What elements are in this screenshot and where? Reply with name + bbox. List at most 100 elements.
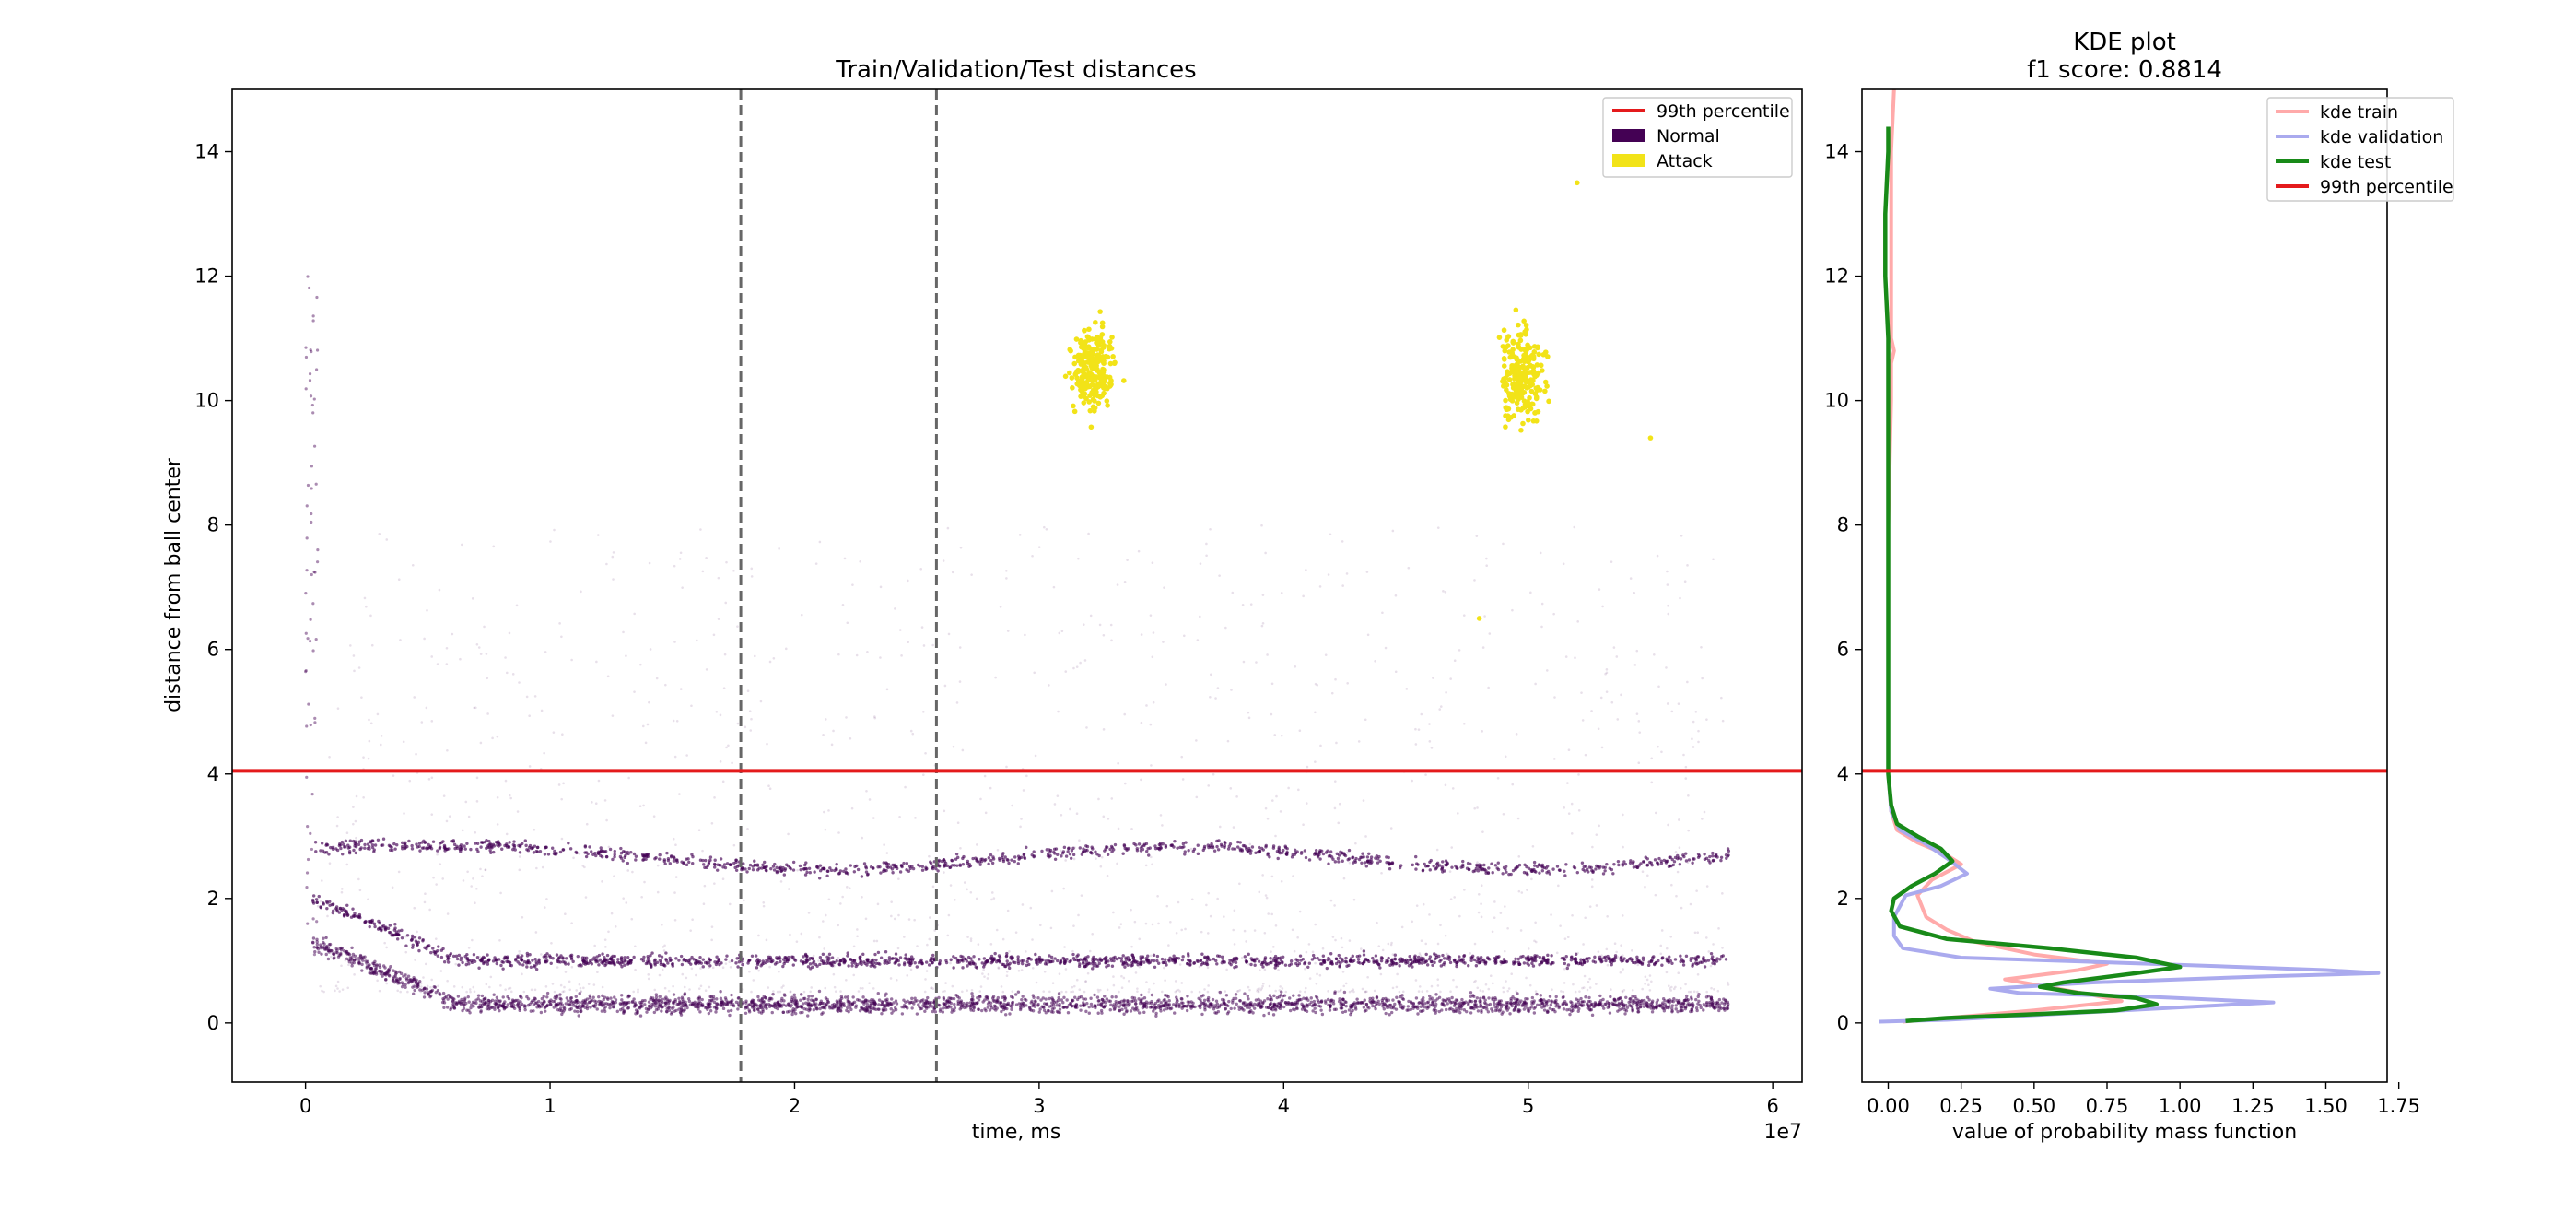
- normal-point: [397, 578, 401, 582]
- normal-point: [1391, 953, 1395, 956]
- normal-point: [976, 995, 979, 1000]
- normal-point: [778, 970, 780, 973]
- normal-point: [1635, 712, 1639, 715]
- normal-point: [1469, 1011, 1473, 1015]
- normal-point: [1526, 889, 1528, 891]
- normal-point: [768, 660, 772, 664]
- normal-point: [1554, 1005, 1558, 1008]
- normal-point: [1455, 985, 1458, 989]
- normal-point: [1590, 885, 1594, 889]
- normal-point: [1071, 949, 1074, 953]
- normal-point: [808, 1007, 812, 1012]
- normal-point: [900, 654, 903, 657]
- normal-point: [1584, 753, 1587, 757]
- normal-point: [1682, 753, 1685, 757]
- normal-point: [1428, 723, 1431, 725]
- normal-point: [1694, 1006, 1699, 1010]
- normal-point: [1070, 990, 1072, 994]
- normal-point: [756, 994, 760, 999]
- normal-point: [1633, 664, 1637, 666]
- normal-point: [495, 961, 498, 966]
- normal-point: [1227, 999, 1231, 1004]
- normal-point: [1580, 1004, 1584, 1008]
- normal-point: [555, 953, 559, 957]
- normal-point: [989, 786, 992, 790]
- normal-point: [1200, 994, 1203, 998]
- normal-point: [1254, 998, 1259, 1002]
- normal-point: [849, 1006, 852, 1009]
- normal-point: [1142, 996, 1147, 1000]
- normal-point: [949, 1001, 954, 1006]
- normal-point: [713, 882, 716, 885]
- normal-point: [523, 1004, 527, 1008]
- normal-point: [1524, 1001, 1528, 1005]
- normal-point: [1207, 995, 1211, 1000]
- normal-point: [1584, 916, 1587, 920]
- normal-point: [526, 1003, 531, 1007]
- normal-point: [1287, 1002, 1292, 1006]
- normal-point: [987, 972, 990, 976]
- normal-point: [1449, 677, 1452, 680]
- normal-point: [942, 1003, 946, 1006]
- normal-point: [1150, 1005, 1153, 1009]
- normal-point: [1103, 1004, 1107, 1007]
- normal-point: [1215, 962, 1219, 966]
- normal-point: [575, 1001, 579, 1005]
- normal-point: [518, 855, 521, 858]
- normal-point: [1150, 764, 1153, 767]
- normal-point: [1697, 740, 1700, 744]
- normal-point: [1365, 571, 1369, 573]
- normal-point: [1684, 983, 1687, 986]
- normal-point: [446, 960, 451, 964]
- normal-point: [759, 1003, 764, 1006]
- normal-point: [1029, 906, 1033, 910]
- normal-point: [977, 943, 980, 946]
- normal-point: [494, 958, 498, 961]
- normal-point: [1284, 990, 1288, 994]
- normal-point: [1598, 588, 1601, 591]
- normal-point: [1233, 1006, 1236, 1010]
- normal-point: [796, 868, 799, 872]
- normal-point: [663, 997, 667, 1001]
- normal-point: [340, 947, 345, 950]
- normal-point: [885, 852, 889, 854]
- normal-point: [995, 928, 999, 932]
- normal-point: [683, 992, 687, 995]
- normal-point: [1110, 639, 1113, 642]
- normal-point: [1178, 990, 1182, 993]
- normal-point: [1190, 1004, 1194, 1008]
- normal-point: [1420, 1009, 1424, 1013]
- normal-point: [485, 1006, 489, 1011]
- normal-point: [1676, 1000, 1680, 1005]
- normal-point: [915, 1012, 919, 1016]
- normal-point: [1314, 760, 1317, 763]
- normal-point: [1126, 1004, 1130, 1007]
- normal-point: [661, 924, 663, 926]
- normal-point: [1476, 1009, 1481, 1013]
- normal-point: [535, 866, 538, 870]
- normal-point: [1532, 1006, 1536, 1010]
- normal-point: [1685, 994, 1689, 998]
- normal-point: [441, 877, 445, 880]
- normal-point: [1046, 1008, 1050, 1013]
- normal-point: [565, 996, 569, 1000]
- normal-point: [875, 939, 879, 943]
- normal-point: [1242, 660, 1246, 664]
- normal-point: [315, 940, 319, 944]
- normal-point: [1591, 845, 1594, 849]
- normal-point: [678, 558, 682, 560]
- normal-point: [1140, 778, 1142, 782]
- normal-point: [781, 1003, 786, 1006]
- normal-point: [1324, 653, 1328, 656]
- normal-point: [1702, 956, 1705, 959]
- normal-point: [1124, 1009, 1129, 1014]
- normal-point: [1327, 990, 1329, 993]
- normal-point: [1395, 995, 1399, 999]
- normal-point: [1085, 726, 1088, 729]
- normal-point: [1288, 996, 1292, 1000]
- normal-point: [1114, 1005, 1118, 1008]
- normal-point: [907, 918, 911, 921]
- normal-point: [812, 1002, 816, 1006]
- normal-point: [1234, 996, 1238, 1001]
- normal-point: [991, 994, 996, 998]
